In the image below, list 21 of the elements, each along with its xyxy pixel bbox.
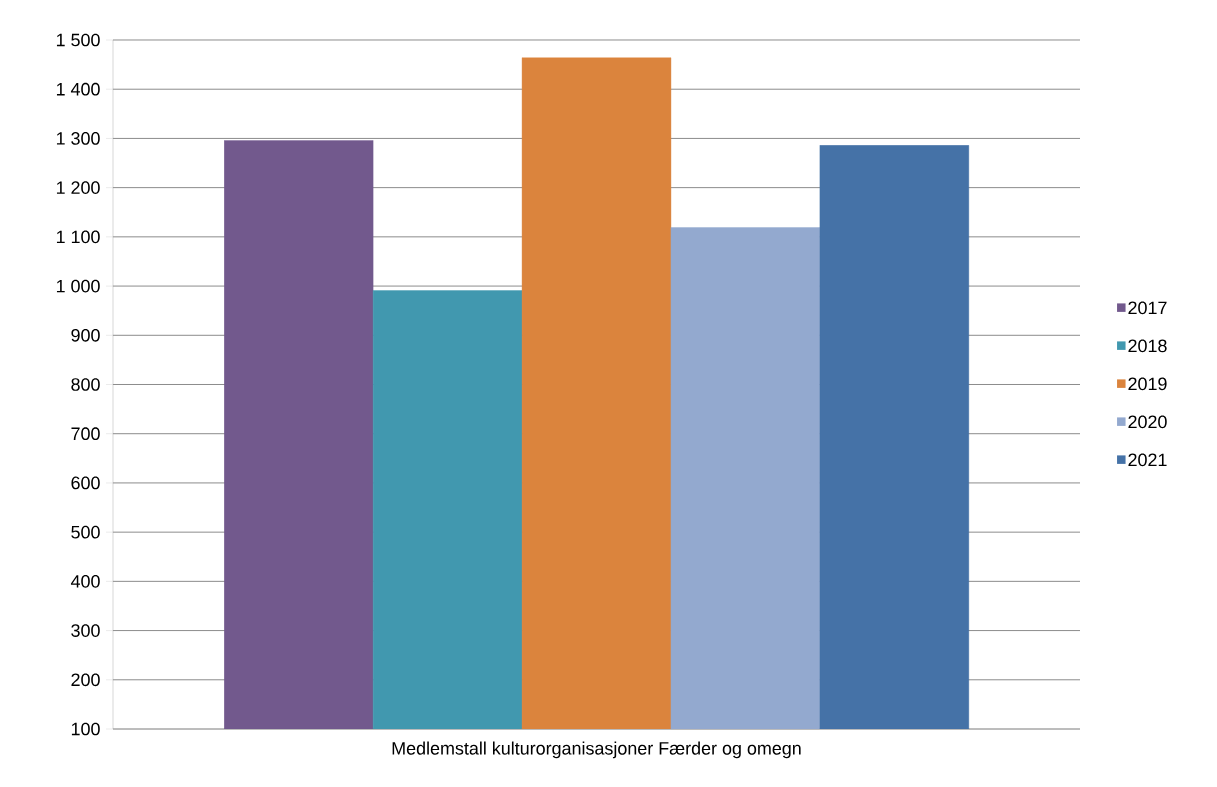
y-tick-label: 400 [70,575,100,588]
legend-label: 2019 [1128,377,1167,391]
y-tick-label: 100 [71,722,100,736]
legend-label: 2021 [1128,453,1167,467]
x-tick-label: Medlemstall kulturorganisasjoner Færder og omegn [392,741,801,759]
y-tick-label: 1 100 [56,230,100,244]
legend-label: 2020 [1128,415,1167,429]
legend-label: 2017 [1128,301,1167,315]
y-tick-label: 200 [71,673,100,687]
y-tick-label: 1 500 [56,33,100,47]
legend-label: 2018 [1128,339,1167,353]
y-tick-label: 500 [71,525,100,539]
y-tick-label: 900 [71,328,100,342]
y-tick-label: 800 [71,378,100,391]
y-tick-label: 1 300 [56,132,100,145]
y-tick-label: 700 [71,427,100,441]
y-tick-label: 600 [71,476,100,490]
y-tick-label: 1 400 [56,82,100,96]
y-tick-label: 1 200 [56,181,100,194]
y-tick-label: 300 [71,624,100,637]
y-tick-label: 1 000 [56,279,100,293]
